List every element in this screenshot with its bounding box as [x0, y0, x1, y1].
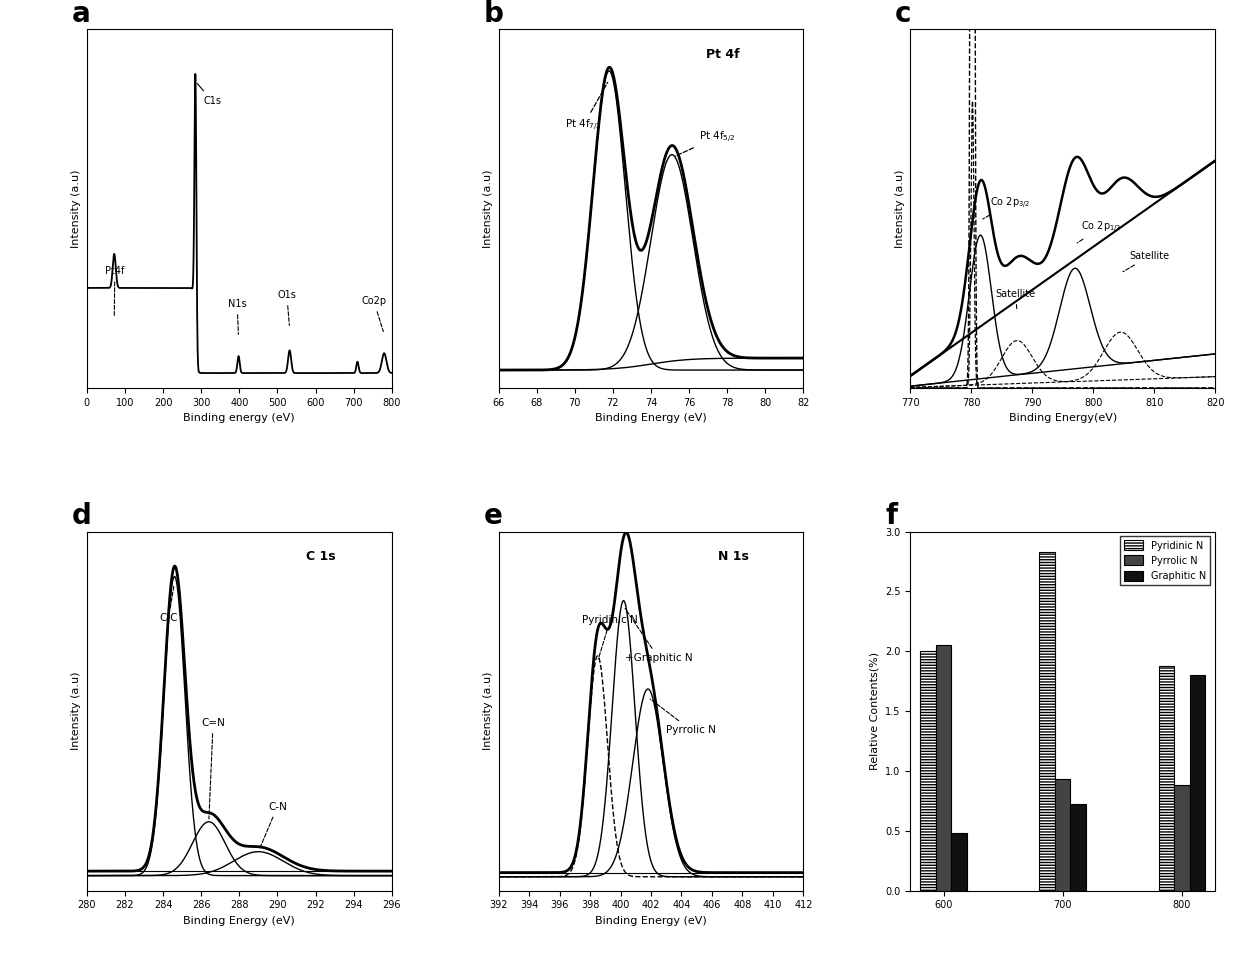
Y-axis label: Intensity (a.u): Intensity (a.u)	[895, 169, 905, 248]
Bar	[1070, 804, 1086, 891]
Text: C=N: C=N	[201, 718, 224, 819]
Text: Pt 4f$_{7/2}$: Pt 4f$_{7/2}$	[565, 82, 608, 133]
Bar	[920, 651, 936, 891]
Bar	[1158, 666, 1174, 891]
Text: C-N: C-N	[259, 802, 286, 849]
X-axis label: Binding Energy (eV): Binding Energy (eV)	[595, 413, 707, 423]
Text: Co 2p$_{3/2}$: Co 2p$_{3/2}$	[983, 196, 1029, 219]
Bar	[951, 833, 967, 891]
Legend: Pyridinic N, Pyrrolic N, Graphitic N: Pyridinic N, Pyrrolic N, Graphitic N	[1120, 536, 1210, 585]
Bar	[936, 646, 951, 891]
Text: a: a	[72, 0, 91, 28]
Bar	[1174, 785, 1189, 891]
Text: C1s: C1s	[197, 83, 221, 106]
Y-axis label: Intensity (a.u): Intensity (a.u)	[482, 169, 494, 248]
Text: c: c	[895, 0, 911, 28]
Text: Pyrrolic N: Pyrrolic N	[650, 699, 717, 735]
Text: e: e	[484, 502, 502, 530]
Text: N 1s: N 1s	[718, 551, 749, 563]
X-axis label: Binding Energy(eV): Binding Energy(eV)	[1008, 413, 1117, 423]
Text: Satellite: Satellite	[996, 289, 1035, 309]
Y-axis label: Intensity (a.u): Intensity (a.u)	[71, 169, 82, 248]
Bar	[1055, 779, 1070, 891]
X-axis label: Binding Energy (eV): Binding Energy (eV)	[184, 916, 295, 925]
Text: O1s: O1s	[278, 290, 296, 325]
Text: Co2p: Co2p	[361, 296, 387, 331]
Text: Pt4f: Pt4f	[105, 266, 124, 317]
Text: C-C: C-C	[159, 586, 177, 623]
Bar	[1039, 552, 1055, 891]
Text: f: f	[885, 502, 898, 530]
X-axis label: Binding Energy (eV): Binding Energy (eV)	[595, 916, 707, 925]
Y-axis label: Relative Contents(%): Relative Contents(%)	[869, 652, 879, 771]
Y-axis label: Intensity (a.u): Intensity (a.u)	[482, 672, 494, 750]
Text: Pt 4f$_{5/2}$: Pt 4f$_{5/2}$	[675, 130, 735, 157]
Bar	[1189, 676, 1205, 891]
X-axis label: Binding energy (eV): Binding energy (eV)	[184, 413, 295, 423]
Y-axis label: Intensity (a.u): Intensity (a.u)	[71, 672, 82, 750]
Text: Pyridinic N: Pyridinic N	[583, 615, 639, 658]
Text: d: d	[72, 502, 92, 530]
Text: b: b	[484, 0, 503, 28]
Text: N1s: N1s	[228, 299, 247, 334]
Text: Satellite: Satellite	[1123, 251, 1169, 272]
Text: C 1s: C 1s	[306, 551, 336, 563]
Text: Co 2p$_{1/2}$: Co 2p$_{1/2}$	[1078, 220, 1121, 243]
Text: +Graphitic N: +Graphitic N	[625, 609, 693, 663]
Text: Pt 4f: Pt 4f	[706, 47, 739, 61]
